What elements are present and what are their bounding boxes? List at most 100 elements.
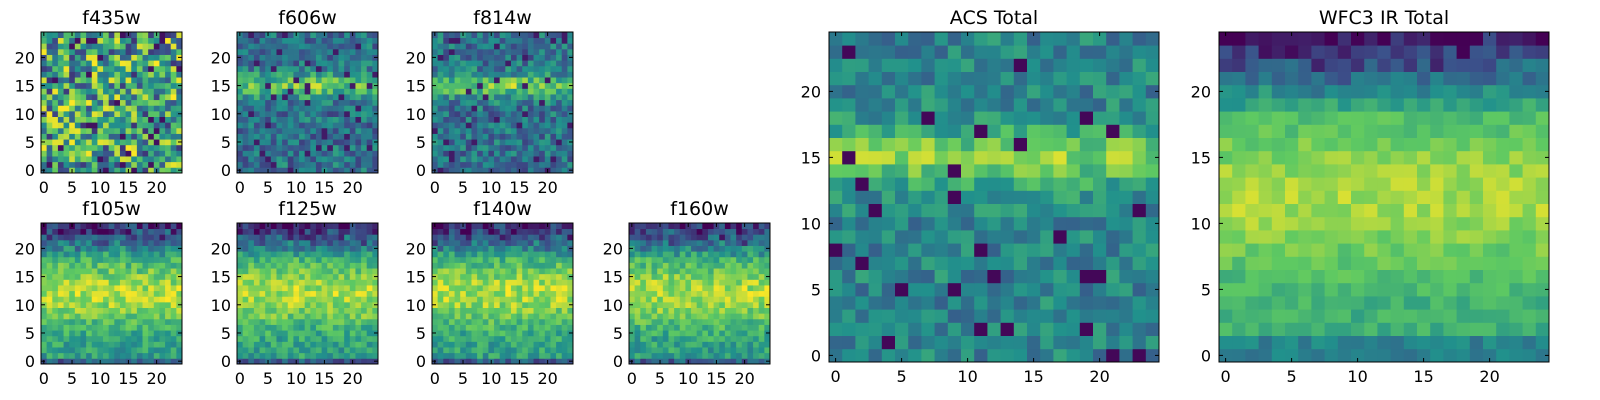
heatmap-cell bbox=[119, 77, 126, 84]
heatmap-cell bbox=[522, 99, 529, 106]
heatmap-cell bbox=[539, 161, 546, 168]
heatmap-cell bbox=[159, 245, 166, 252]
heatmap-cell bbox=[86, 144, 93, 151]
heatmap-cell bbox=[432, 127, 439, 134]
heatmap-cell bbox=[41, 296, 48, 303]
heatmap-cell bbox=[1000, 164, 1015, 178]
heatmap-cell bbox=[855, 164, 869, 178]
heatmap-cell bbox=[533, 65, 540, 72]
x-tick-label: 15 bbox=[509, 178, 529, 197]
heatmap-cell bbox=[510, 99, 517, 106]
axes-frame bbox=[431, 31, 574, 174]
heatmap-cell bbox=[148, 279, 155, 286]
heatmap-cell bbox=[448, 71, 455, 78]
heatmap-cell bbox=[74, 251, 81, 258]
heatmap-cell bbox=[327, 358, 334, 365]
heatmap-cell bbox=[640, 279, 647, 286]
heatmap-cell bbox=[645, 251, 652, 258]
heatmap-cell bbox=[895, 164, 909, 178]
y-tick-label: 20 bbox=[406, 48, 426, 67]
heatmap-cell bbox=[355, 307, 362, 314]
y-tick-label: 10 bbox=[15, 296, 35, 315]
heatmap-cell bbox=[276, 262, 283, 269]
heatmap-cell bbox=[142, 65, 149, 72]
heatmap-cell bbox=[974, 309, 988, 323]
heatmap-cell bbox=[753, 335, 760, 342]
heatmap-cell bbox=[1145, 177, 1160, 191]
heatmap-cell bbox=[505, 313, 512, 320]
heatmap-cell bbox=[170, 256, 177, 263]
heatmap-cell bbox=[494, 341, 501, 348]
heatmap-cell bbox=[482, 133, 489, 140]
heatmap-cell bbox=[634, 290, 641, 297]
heatmap-cell bbox=[465, 32, 472, 39]
heatmap-cell bbox=[1132, 269, 1147, 284]
heatmap-cell bbox=[366, 161, 373, 168]
heatmap-cell bbox=[332, 296, 339, 303]
heatmap-cell bbox=[299, 144, 306, 151]
heatmap-cell bbox=[41, 77, 48, 84]
heatmap-cell bbox=[338, 43, 345, 50]
heatmap-cell bbox=[662, 330, 669, 337]
heatmap-cell bbox=[248, 290, 255, 297]
heatmap-cell bbox=[895, 309, 909, 323]
heatmap-cell bbox=[448, 133, 455, 140]
heatmap-cell bbox=[315, 223, 322, 230]
heatmap-cell bbox=[74, 54, 81, 61]
heatmap-cell bbox=[46, 296, 53, 303]
heatmap-cell bbox=[448, 239, 455, 246]
heatmap-cell bbox=[327, 234, 334, 241]
heatmap-cell bbox=[522, 352, 529, 359]
heatmap-cell bbox=[544, 307, 551, 314]
heatmap-cell bbox=[355, 352, 362, 359]
heatmap-cell bbox=[758, 285, 765, 292]
heatmap-cell bbox=[685, 335, 692, 342]
heatmap-cell bbox=[471, 60, 478, 67]
heatmap-cell bbox=[153, 330, 160, 337]
heatmap-cell bbox=[57, 245, 64, 252]
heatmap-cell bbox=[299, 296, 306, 303]
heatmap-cell bbox=[259, 156, 266, 163]
heatmap-cell bbox=[516, 139, 523, 146]
heatmap-cells bbox=[432, 223, 574, 365]
heatmap-cell bbox=[57, 268, 64, 275]
heatmap-cell bbox=[437, 279, 444, 286]
heatmap-cell bbox=[57, 94, 64, 101]
heatmap-cell bbox=[1053, 203, 1067, 218]
heatmap-cell bbox=[52, 167, 59, 174]
heatmap-cells bbox=[41, 32, 183, 174]
heatmap-cell bbox=[674, 285, 681, 292]
heatmap-cell bbox=[747, 296, 754, 303]
heatmap-cell bbox=[304, 347, 311, 354]
heatmap-cell bbox=[437, 37, 444, 44]
heatmap-cell bbox=[242, 105, 249, 112]
heatmap-cell bbox=[691, 234, 698, 241]
heatmap-cell bbox=[494, 144, 501, 151]
heatmap-cell bbox=[170, 234, 177, 241]
heatmap-cell bbox=[310, 37, 317, 44]
heatmap-cell bbox=[265, 307, 272, 314]
heatmap-cell bbox=[304, 77, 311, 84]
heatmap-cell bbox=[69, 335, 76, 342]
heatmap-cell bbox=[282, 245, 289, 252]
heatmap-cell bbox=[148, 65, 155, 72]
panel-title: f125w bbox=[278, 198, 337, 220]
heatmap-cell bbox=[237, 347, 244, 354]
heatmap-cell bbox=[702, 352, 709, 359]
heatmap-cell bbox=[448, 82, 455, 89]
heatmap-cell bbox=[1145, 309, 1160, 323]
heatmap-cell bbox=[97, 313, 104, 320]
heatmap-cell bbox=[355, 234, 362, 241]
heatmap-cell bbox=[270, 313, 277, 320]
heatmap-cell bbox=[691, 262, 698, 269]
heatmap-cell bbox=[1093, 296, 1107, 310]
heatmap-cell bbox=[437, 82, 444, 89]
heatmap-cell bbox=[645, 296, 652, 303]
heatmap-cell bbox=[668, 223, 675, 230]
heatmap-cell bbox=[52, 122, 59, 129]
heatmap-cell bbox=[153, 65, 160, 72]
heatmap-cell bbox=[372, 105, 379, 112]
heatmap-cell bbox=[293, 313, 300, 320]
heatmap-cell bbox=[691, 228, 698, 235]
heatmap-cell bbox=[1093, 190, 1107, 204]
